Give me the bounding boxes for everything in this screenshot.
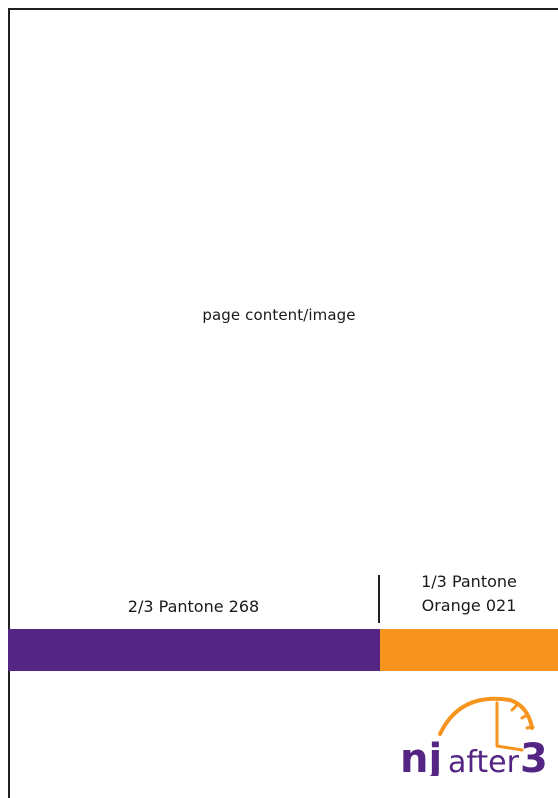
label-divider [378,575,380,623]
njafter3-logo-graphic: nj after 3 [400,696,548,782]
purple-color-bar [8,629,380,671]
orange-bar-label: 1/3 Pantone Orange 021 [380,570,558,618]
orange-bar-label-line1: 1/3 Pantone [421,572,517,591]
page-frame [8,8,558,798]
logo-nj-text: nj [400,736,442,776]
orange-bar-label-line2: Orange 021 [421,596,517,615]
orange-color-bar [380,629,558,671]
logo-number-text: 3 [520,736,548,776]
logo-after-text: after [448,745,520,776]
njafter3-logo: nj after 3 [400,688,550,782]
purple-bar-label: 2/3 Pantone 268 [127,597,260,616]
clock-arc-icon [438,696,534,736]
page-content-placeholder: page content/image [202,306,356,324]
